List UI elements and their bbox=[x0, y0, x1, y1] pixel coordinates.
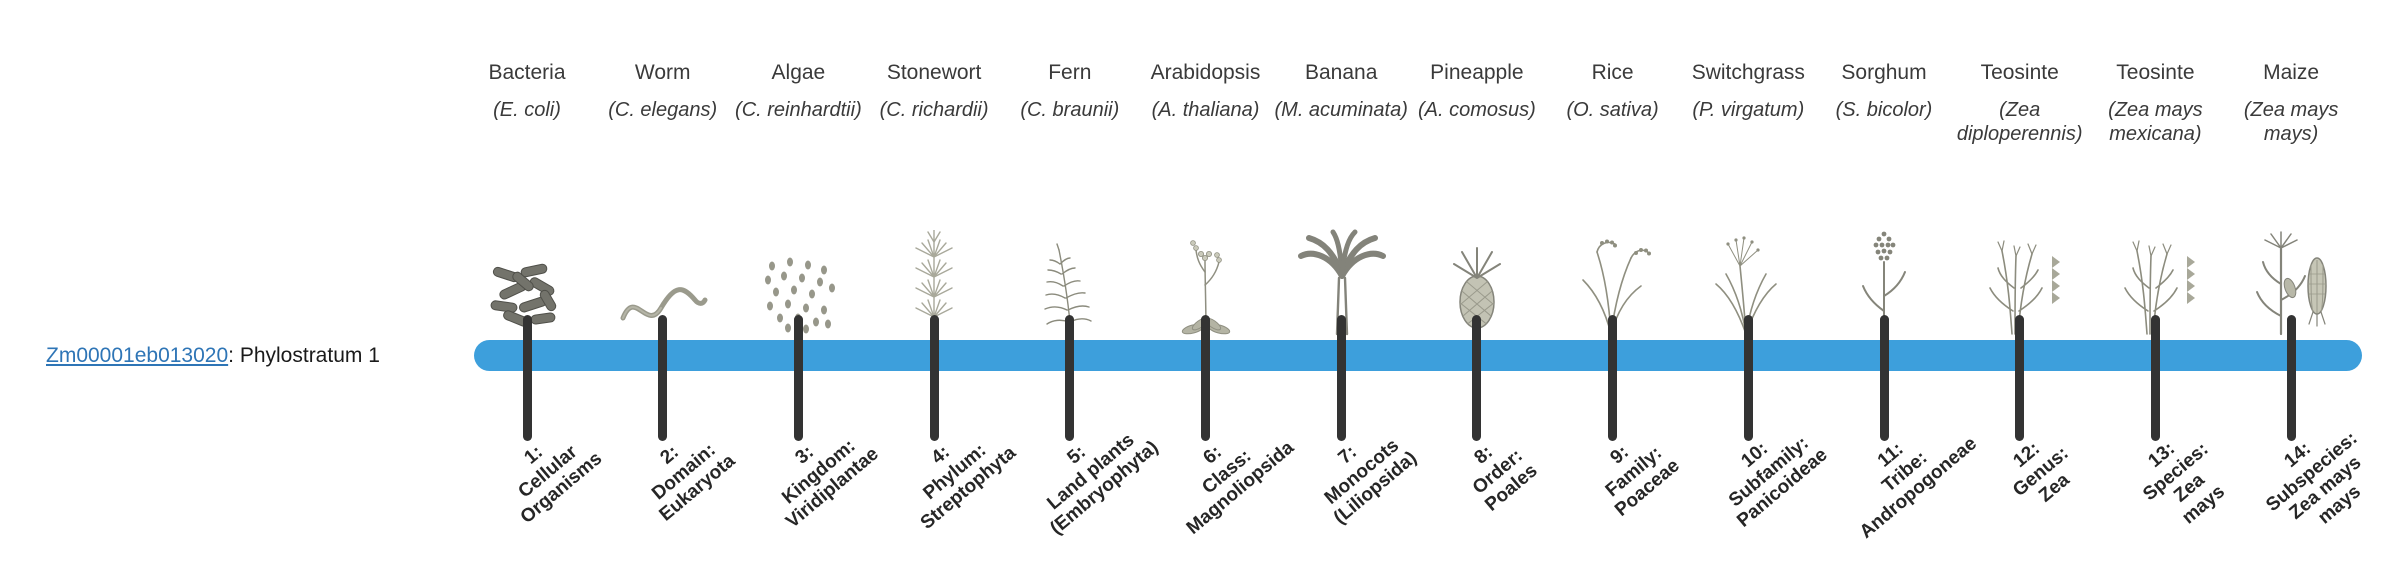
organism-scientific-name: (C. braunii) bbox=[1020, 99, 1120, 121]
stratum-column: Teosinte (Zea mays mexicana) bbox=[2055, 60, 2255, 336]
timeline-tick bbox=[1065, 315, 1075, 441]
stratum-column: Algae (C. reinhardtii) bbox=[698, 60, 898, 336]
stratum-column: Stonewort (C. richardii) bbox=[834, 60, 1034, 336]
organism-scientific-name: (M. acuminata) bbox=[1274, 99, 1408, 121]
timeline-tick bbox=[658, 315, 668, 441]
organism-name: Teosinte bbox=[1980, 61, 2059, 84]
stratum-column: Maize (Zea mays mays) bbox=[2191, 60, 2391, 336]
sorghum-icon bbox=[1849, 226, 1919, 336]
worm-icon bbox=[617, 278, 709, 336]
timeline-bar bbox=[474, 340, 2362, 371]
timeline-tick bbox=[793, 315, 803, 441]
organism-scientific-name: (A. comosus) bbox=[1417, 99, 1536, 121]
timeline-tick bbox=[1472, 315, 1482, 441]
organism-name: Fern bbox=[1048, 61, 1092, 84]
organism-scientific-name: (Zea diploperennis) bbox=[1956, 99, 2083, 145]
stratum-column: Sorghum (S. bicolor) bbox=[1784, 60, 1984, 336]
phylostratum-label: : Phylostratum 1 bbox=[228, 344, 380, 367]
organism-name: Arabidopsis bbox=[1150, 61, 1261, 84]
organism-scientific-name: (C. reinhardtii) bbox=[735, 99, 862, 121]
timeline-tick bbox=[2150, 315, 2160, 441]
organism-scientific-name: (C. elegans) bbox=[608, 99, 718, 121]
organism-scientific-name: (Zea mays mexicana) bbox=[2108, 99, 2203, 145]
gene-header: Zm00001eb013020: Phylostratum 1 bbox=[46, 343, 380, 368]
timeline-tick bbox=[2286, 315, 2296, 441]
organism-scientific-name: (S. bicolor) bbox=[1835, 99, 1933, 121]
organism-name: Bacteria bbox=[488, 61, 566, 84]
timeline-tick bbox=[2015, 315, 2025, 441]
stratum-column: Fern (C. braunii) bbox=[970, 60, 1170, 336]
timeline-tick bbox=[929, 315, 939, 441]
organism-scientific-name: (P. virgatum) bbox=[1692, 99, 1805, 121]
stratum-column: Banana (M. acuminata) bbox=[1241, 60, 1441, 336]
organism-scientific-name: (A. thaliana) bbox=[1151, 99, 1260, 121]
algae-icon bbox=[758, 256, 838, 336]
banana-icon bbox=[1293, 226, 1389, 336]
gene-link[interactable]: Zm00001eb013020 bbox=[46, 344, 229, 367]
organism-scientific-name: (Zea mays mays) bbox=[2243, 99, 2339, 145]
organism-name: Rice bbox=[1591, 61, 1634, 84]
organism-scientific-name: (C. richardii) bbox=[879, 99, 989, 121]
timeline-tick bbox=[522, 315, 532, 441]
stratum-column: Teosinte (Zea diploperennis) bbox=[1920, 60, 2120, 336]
organism-scientific-name: (E. coli) bbox=[493, 99, 561, 121]
timeline-tick bbox=[1879, 315, 1889, 441]
organism-name: Sorghum bbox=[1841, 61, 1927, 84]
timeline-tick bbox=[1336, 315, 1346, 441]
organism-name: Pineapple bbox=[1430, 61, 1524, 84]
organism-name: Switchgrass bbox=[1691, 61, 1805, 84]
stratum-column: Worm (C. elegans) bbox=[563, 60, 763, 336]
organism-name: Banana bbox=[1304, 61, 1378, 84]
organism-name: Algae bbox=[771, 61, 826, 84]
organism-name: Worm bbox=[634, 61, 691, 84]
organism-name: Teosinte bbox=[2116, 61, 2195, 84]
organism-name: Stonewort bbox=[886, 61, 982, 84]
timeline-tick bbox=[1608, 315, 1618, 441]
maize-icon bbox=[2243, 226, 2339, 336]
organism-scientific-name: (O. sativa) bbox=[1566, 99, 1659, 121]
stratum-column: Arabidopsis (A. thaliana) bbox=[1106, 60, 1306, 336]
organism-name: Maize bbox=[2263, 61, 2320, 84]
timeline-tick bbox=[1743, 315, 1753, 441]
timeline-tick bbox=[1201, 315, 1210, 441]
